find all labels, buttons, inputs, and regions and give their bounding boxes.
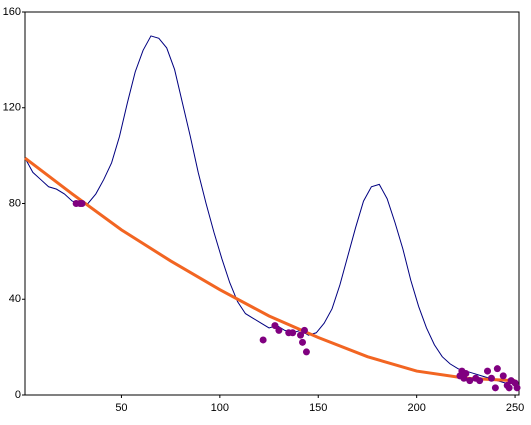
y-tick-label: 160 bbox=[3, 6, 21, 18]
scatter-point bbox=[493, 365, 501, 373]
scatter-point bbox=[78, 200, 86, 207]
x-tick-label: 50 bbox=[115, 402, 127, 414]
y-tick-label: 0 bbox=[15, 389, 21, 401]
scatter-point bbox=[300, 326, 308, 334]
scatter-point bbox=[302, 348, 310, 356]
scatter-point bbox=[505, 384, 513, 392]
scatter-point bbox=[275, 326, 283, 334]
series-line bbox=[24, 156, 516, 383]
x-tick-label: 200 bbox=[407, 402, 425, 414]
x-tick-label: 250 bbox=[506, 402, 524, 414]
scatter-point bbox=[484, 367, 492, 375]
scatter-point bbox=[271, 322, 279, 330]
scatter-point bbox=[297, 331, 305, 339]
scatter-point bbox=[259, 336, 267, 344]
scatter-point bbox=[513, 384, 521, 392]
plot-frame bbox=[24, 11, 520, 396]
scatter-point bbox=[466, 377, 474, 385]
scatter-point bbox=[462, 369, 470, 377]
scatter-point bbox=[487, 374, 495, 382]
scatter-point bbox=[491, 384, 499, 392]
scatter-point bbox=[299, 338, 307, 346]
y-tick-label: 80 bbox=[9, 197, 21, 209]
y-tick-label: 120 bbox=[3, 102, 21, 114]
x-tick-label: 100 bbox=[211, 402, 229, 414]
scatter-point bbox=[476, 377, 484, 385]
series-line bbox=[24, 35, 514, 384]
scatter-point bbox=[499, 372, 507, 380]
y-tick-label: 40 bbox=[9, 293, 21, 305]
scatter-point bbox=[289, 329, 297, 337]
x-tick-label: 150 bbox=[309, 402, 327, 414]
